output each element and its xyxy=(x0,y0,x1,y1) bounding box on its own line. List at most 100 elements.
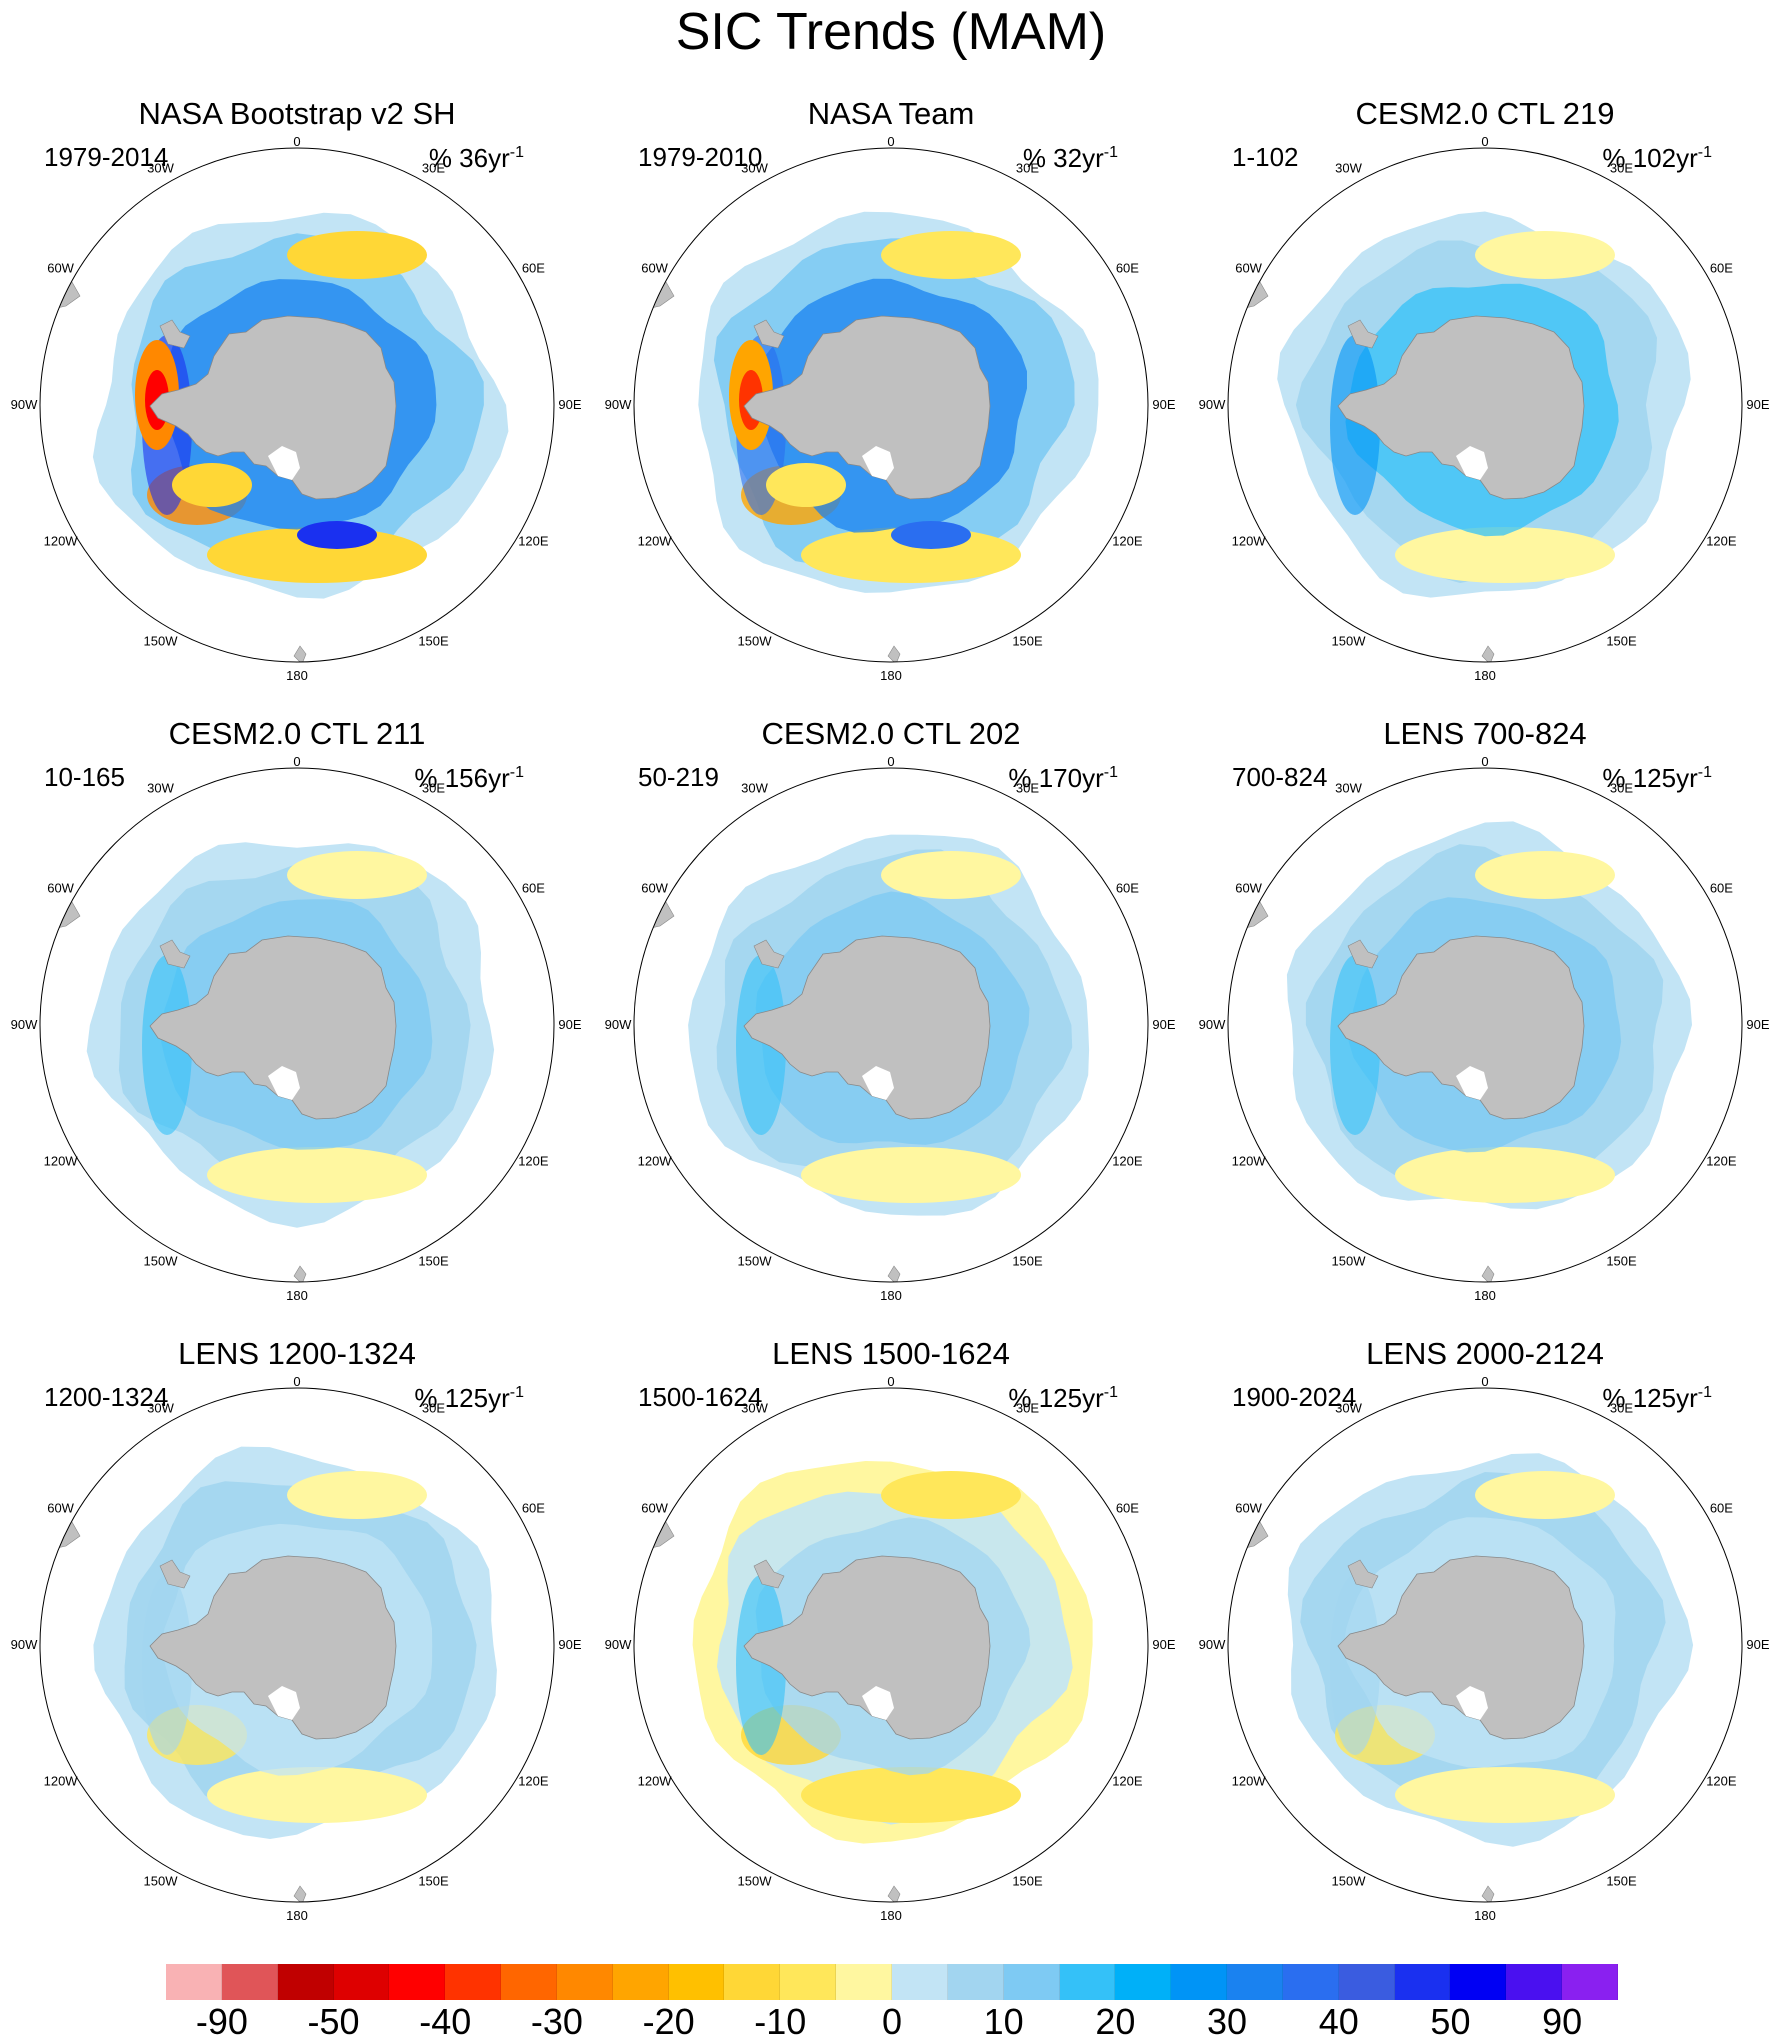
panel-title: NASA Team xyxy=(807,96,975,131)
map-boundary xyxy=(1227,1387,1743,1903)
longitude-label: 30W xyxy=(147,781,174,796)
longitude-label: 90E xyxy=(1746,1017,1769,1032)
map-boundary xyxy=(1227,147,1743,663)
longitude-label: 120W xyxy=(1232,534,1267,549)
polar-stereographic-map: 0 30E 60E 90E 120E 150E 180 150W 120W 90W 60W 30W xyxy=(11,1374,582,1923)
trend-units-exponent: -1 xyxy=(509,144,524,161)
sea-ice-trend-field xyxy=(40,1446,497,1902)
longitude-label: 120E xyxy=(1112,1154,1143,1169)
longitude-label: 120W xyxy=(638,1774,673,1789)
colorbar-swatch xyxy=(1003,1964,1060,2000)
longitude-label: 30W xyxy=(1335,161,1362,176)
longitude-label: 0 xyxy=(293,754,300,769)
longitude-label: 30W xyxy=(147,1401,174,1416)
polar-stereographic-map: 0 30E 60E 90E 120E 150E 180 150W 120W 90W 60W 30W xyxy=(1199,134,1770,683)
longitude-label: 90E xyxy=(558,1637,581,1652)
colorbar-tick-label: -90 xyxy=(195,2001,248,2042)
colorbar-swatch xyxy=(389,1964,446,2000)
longitude-label: 30W xyxy=(741,161,768,176)
trend-units-text: % 125yr xyxy=(1008,1383,1104,1413)
longitude-label: 150W xyxy=(1332,1253,1367,1268)
trend-units-text: % 102yr xyxy=(1602,143,1698,173)
colorbar-swatch xyxy=(333,1964,390,2000)
colorbar-tick-label: 90 xyxy=(1542,2001,1583,2042)
longitude-label: 30E xyxy=(422,781,445,796)
longitude-label: 90E xyxy=(558,1017,581,1032)
longitude-label: 180 xyxy=(286,668,308,683)
longitude-label: 90W xyxy=(11,1637,38,1652)
longitude-label: 120W xyxy=(638,534,673,549)
trend-units-text: % 125yr xyxy=(1602,1383,1698,1413)
longitude-label: 60E xyxy=(522,881,545,896)
longitude-label: 90W xyxy=(1199,397,1226,412)
longitude-label: 90W xyxy=(11,397,38,412)
colorbar-swatch xyxy=(724,1964,781,2000)
longitude-label: 120E xyxy=(1706,1774,1737,1789)
panel-period-label: 1979-2014 xyxy=(44,142,169,172)
polar-stereographic-map: 0 30E 60E 90E 120E 150E 180 150W 120W 90W 60W 30W xyxy=(1199,1374,1770,1923)
longitude-label: 90E xyxy=(558,397,581,412)
colorbar-tick-label: -50 xyxy=(307,2001,360,2042)
longitude-label: 90W xyxy=(605,1017,632,1032)
trend-units-text: % 170yr xyxy=(1008,763,1104,793)
colorbar-swatch xyxy=(501,1964,557,2000)
trend-units-exponent: -1 xyxy=(1103,764,1118,781)
panel-title: CESM2.0 CTL 202 xyxy=(761,716,1021,751)
panel-title: LENS 2000-2124 xyxy=(1366,1336,1604,1371)
trend-units-text: % 125yr xyxy=(1602,763,1698,793)
trend-units-text: % 156yr xyxy=(414,763,510,793)
map-panel: LENS 2000-2124 1900-2024 % 125yr-1 0 30E 60E 9… xyxy=(1188,1336,1782,1956)
longitude-label: 120E xyxy=(518,1774,549,1789)
trend-units-exponent: -1 xyxy=(1697,1384,1712,1401)
trend-units-exponent: -1 xyxy=(1103,144,1118,161)
longitude-label: 0 xyxy=(1481,754,1488,769)
longitude-label: 60W xyxy=(1235,881,1262,896)
colorbar-swatch xyxy=(445,1964,502,2000)
panel-title: LENS 1200-1324 xyxy=(178,1336,416,1371)
longitude-label: 30E xyxy=(1610,781,1633,796)
map-boundary xyxy=(633,1387,1149,1903)
map-panel: LENS 700-824 700-824 % 125yr-1 0 30E 60E 90E 12… xyxy=(1188,716,1782,1336)
longitude-label: 120E xyxy=(1112,534,1143,549)
longitude-label: 60E xyxy=(1116,261,1139,276)
trend-units-text: % 36yr xyxy=(428,143,510,173)
colorbar-swatch xyxy=(1450,1964,1507,2000)
colorbar-swatch xyxy=(1394,1964,1451,2000)
longitude-label: 60E xyxy=(1116,1501,1139,1516)
longitude-label: 120E xyxy=(1112,1774,1143,1789)
longitude-label: 60W xyxy=(1235,1501,1262,1516)
longitude-label: 90W xyxy=(605,397,632,412)
panel-trend-units: % 102yr-1 xyxy=(1602,138,1712,173)
map-boundary xyxy=(39,147,555,663)
longitude-label: 150W xyxy=(738,633,773,648)
trend-units-exponent: -1 xyxy=(1697,764,1712,781)
longitude-label: 150W xyxy=(144,1873,179,1888)
longitude-label: 0 xyxy=(293,1374,300,1389)
longitude-label: 0 xyxy=(887,754,894,769)
colorbar-swatch xyxy=(1282,1964,1339,2000)
longitude-label: 30W xyxy=(741,781,768,796)
longitude-label: 150W xyxy=(1332,633,1367,648)
longitude-label: 60W xyxy=(47,1501,74,1516)
colorbar-swatch xyxy=(891,1964,948,2000)
colorbar-tick-label: -20 xyxy=(642,2001,695,2042)
longitude-label: 60W xyxy=(641,261,668,276)
longitude-label: 0 xyxy=(1481,1374,1488,1389)
map-boundary xyxy=(633,767,1149,1283)
longitude-label: 150W xyxy=(1332,1873,1367,1888)
figure-title: SIC Trends (MAM) xyxy=(675,3,1107,61)
colorbar-swatch xyxy=(1171,1964,1228,2000)
map-panel: CESM2.0 CTL 202 50-219 % 170yr-1 0 30E 60E 90E… xyxy=(594,716,1188,1336)
colorbar-tick-label: -40 xyxy=(419,2001,472,2042)
colorbar-swatch xyxy=(1506,1964,1563,2000)
longitude-label: 180 xyxy=(286,1288,308,1303)
longitude-label: 30W xyxy=(1335,781,1362,796)
longitude-label: 30E xyxy=(1016,161,1039,176)
colorbar-swatch xyxy=(612,1964,669,2000)
longitude-label: 150E xyxy=(418,1873,449,1888)
longitude-label: 150E xyxy=(1606,1253,1637,1268)
sea-ice-trend-field xyxy=(1228,821,1692,1282)
colorbar-tick-label: -10 xyxy=(754,2001,807,2042)
longitude-label: 30E xyxy=(422,1401,445,1416)
panel-period-label: 1500-1624 xyxy=(638,1382,763,1412)
